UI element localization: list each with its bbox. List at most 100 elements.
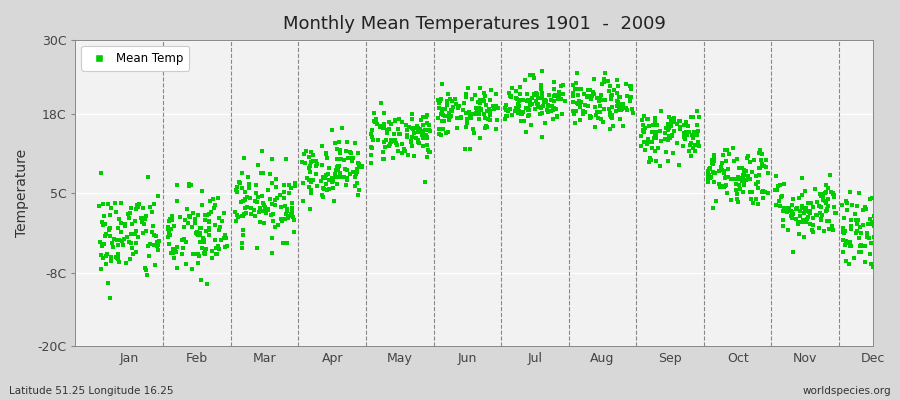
Point bbox=[304, 190, 319, 196]
Point bbox=[644, 156, 658, 163]
Point bbox=[181, 220, 195, 226]
Point bbox=[298, 159, 312, 166]
Point bbox=[663, 123, 678, 129]
Point bbox=[213, 237, 228, 243]
Point bbox=[118, 220, 132, 227]
Point bbox=[296, 198, 310, 204]
Point bbox=[839, 238, 853, 244]
Point bbox=[194, 277, 208, 284]
Point bbox=[99, 253, 113, 260]
Point bbox=[193, 230, 207, 236]
Point bbox=[845, 202, 859, 208]
Point bbox=[343, 155, 357, 161]
Point bbox=[135, 218, 149, 225]
Point bbox=[826, 227, 841, 234]
Point bbox=[752, 165, 767, 172]
Point bbox=[310, 182, 324, 189]
Point bbox=[434, 96, 448, 102]
Point bbox=[423, 128, 437, 135]
Point bbox=[636, 139, 651, 145]
Point bbox=[823, 172, 837, 178]
Point bbox=[525, 94, 539, 101]
Point bbox=[881, 191, 896, 198]
Point bbox=[812, 203, 826, 210]
Point bbox=[110, 255, 124, 261]
Point bbox=[747, 156, 761, 163]
Point bbox=[658, 136, 672, 142]
Point bbox=[603, 110, 617, 116]
Point bbox=[636, 128, 651, 135]
Point bbox=[818, 198, 832, 204]
Point bbox=[96, 213, 111, 220]
Point bbox=[772, 202, 787, 209]
Point bbox=[487, 106, 501, 112]
Point bbox=[640, 115, 654, 122]
Point bbox=[641, 135, 655, 142]
Point bbox=[534, 94, 548, 101]
Point bbox=[777, 181, 791, 187]
Point bbox=[248, 190, 263, 196]
Point bbox=[482, 97, 497, 103]
Point bbox=[581, 93, 596, 99]
Point bbox=[99, 251, 113, 258]
Point bbox=[148, 262, 162, 268]
Point bbox=[119, 260, 133, 266]
Point bbox=[432, 98, 446, 104]
Point bbox=[332, 139, 347, 145]
Point bbox=[123, 205, 138, 211]
Point bbox=[612, 104, 626, 111]
Point bbox=[788, 205, 803, 212]
Point bbox=[718, 174, 733, 180]
Point bbox=[136, 215, 150, 222]
Point bbox=[375, 156, 390, 162]
Point bbox=[198, 250, 212, 257]
Point bbox=[771, 197, 786, 204]
Point bbox=[758, 188, 772, 195]
Point bbox=[432, 104, 446, 111]
Point bbox=[895, 239, 900, 245]
Point bbox=[613, 116, 627, 122]
Point bbox=[858, 258, 872, 265]
Point bbox=[568, 86, 582, 93]
Point bbox=[129, 248, 143, 255]
Point bbox=[103, 295, 117, 301]
Point bbox=[472, 104, 486, 111]
Point bbox=[626, 110, 640, 116]
Point bbox=[257, 204, 272, 210]
Point bbox=[182, 183, 196, 190]
Point bbox=[256, 200, 270, 206]
Point bbox=[304, 159, 319, 165]
Point bbox=[789, 205, 804, 212]
Point bbox=[112, 216, 127, 222]
Point bbox=[610, 77, 625, 83]
Point bbox=[503, 93, 517, 100]
Point bbox=[204, 255, 219, 262]
Point bbox=[511, 103, 526, 109]
Point bbox=[503, 106, 517, 112]
Point bbox=[383, 138, 398, 145]
Point bbox=[185, 224, 200, 231]
Point bbox=[449, 101, 464, 107]
Point bbox=[856, 206, 870, 213]
Point bbox=[274, 204, 288, 210]
Point bbox=[518, 129, 533, 136]
Point bbox=[209, 245, 223, 251]
Point bbox=[652, 162, 667, 169]
Point bbox=[502, 90, 517, 96]
Point bbox=[235, 245, 249, 252]
Point bbox=[271, 222, 285, 228]
Point bbox=[814, 216, 829, 222]
Point bbox=[792, 208, 806, 214]
Point bbox=[604, 92, 618, 99]
Point bbox=[212, 195, 226, 201]
Point bbox=[364, 126, 379, 133]
Point bbox=[106, 244, 121, 250]
Point bbox=[422, 122, 436, 128]
Point bbox=[643, 139, 657, 145]
Point bbox=[450, 124, 464, 131]
Point bbox=[753, 147, 768, 154]
Point bbox=[580, 94, 594, 100]
Point bbox=[235, 212, 249, 219]
Point bbox=[792, 213, 806, 219]
Point bbox=[415, 143, 429, 150]
